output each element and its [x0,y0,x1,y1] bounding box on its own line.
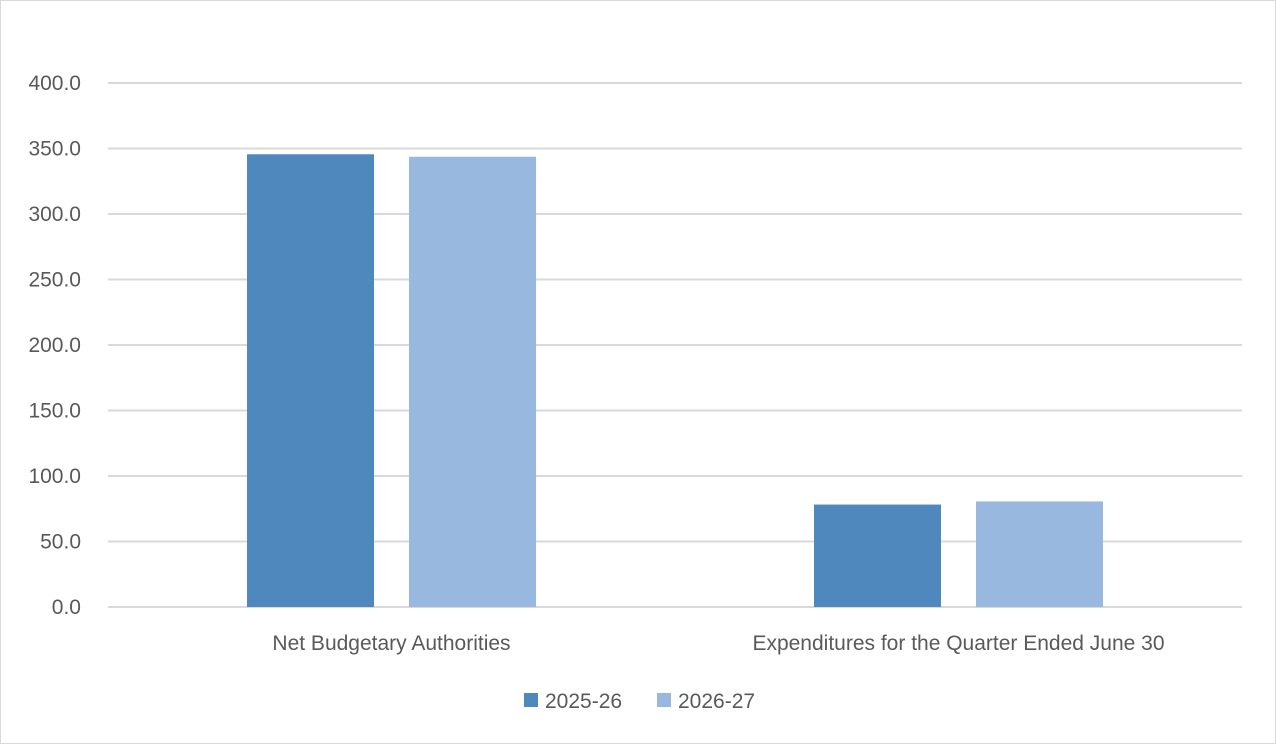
y-axis-tick-labels: 0.0 50.0 100.0 150.0 200.0 250.0 300.0 350.0 400… [28,72,81,619]
bar-2025-26-1 [814,504,941,607]
legend-label: 2026-27 [678,690,755,713]
y-tick-label: 300.0 [28,203,81,226]
bar-2025-26-0 [247,154,374,608]
legend: 2025-26 2026-27 [524,690,755,713]
y-tick-label: 100.0 [28,465,81,488]
y-tick-label: 50.0 [40,531,81,554]
bar-2026-27-0 [409,156,536,608]
legend-swatch [657,693,671,707]
y-tick-label: 400.0 [28,72,81,95]
bars [247,154,1103,608]
y-tick-label: 200.0 [28,334,81,357]
category-label: Expenditures for the Quarter Ended June … [752,632,1164,655]
y-tick-label: 150.0 [28,400,81,423]
legend-label: 2025-26 [545,690,622,713]
category-labels: Net Budgetary Authorities Expenditures fo… [272,632,1164,655]
y-tick-label: 0.0 [52,596,81,619]
y-tick-label: 350.0 [28,138,81,161]
y-tick-label: 250.0 [28,269,81,292]
category-label: Net Budgetary Authorities [272,632,510,655]
bar-2026-27-1 [976,501,1103,607]
legend-swatch [524,693,538,707]
